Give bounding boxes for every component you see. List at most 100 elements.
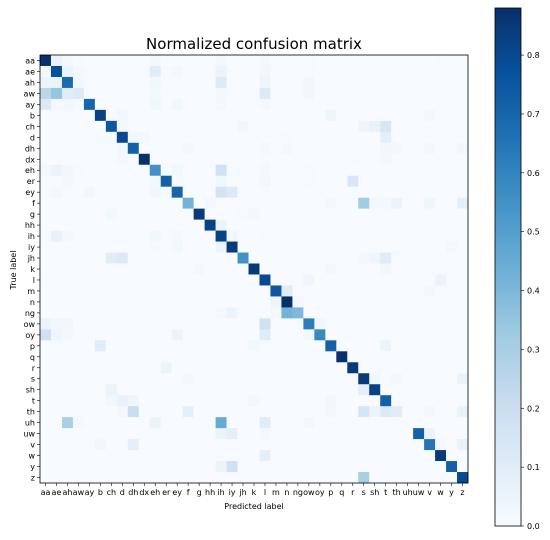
cell-er-ay: [83, 175, 96, 187]
cell-uw-p: [325, 428, 337, 440]
cell-aw-r: [347, 87, 359, 100]
cell-dx-dh: [127, 153, 140, 166]
x-tick-label: th: [393, 488, 401, 497]
cell-eh-t: [380, 164, 392, 177]
cell-ay-oy: [314, 98, 326, 111]
y-tick-label: sh: [26, 386, 35, 395]
cell-ih-dh: [127, 230, 140, 242]
cell-jh-ow: [303, 252, 315, 264]
cell-uw-er: [160, 428, 172, 440]
cell-hh-eh: [149, 219, 162, 231]
cell-s-aa: [40, 373, 52, 385]
cell-d-uw: [413, 131, 425, 144]
cell-iy-ay: [83, 241, 96, 253]
cell-z-uh: [402, 472, 414, 484]
cell-s-eh: [149, 373, 162, 385]
cell-m-th: [391, 285, 403, 297]
cell-r-dx: [138, 362, 151, 374]
cell-ch-b: [94, 120, 107, 133]
cell-ay-ng: [292, 98, 304, 111]
cell-ch-ah: [61, 120, 74, 133]
cell-v-ih: [215, 439, 227, 451]
cell-ah-sh: [369, 76, 381, 89]
cell-jh-uh: [402, 252, 414, 264]
cell-q-iy: [226, 351, 238, 363]
cell-hh-ih: [215, 219, 227, 231]
cell-dx-q: [336, 153, 348, 166]
y-tick-label: ay: [25, 100, 35, 109]
cell-l-dh: [127, 274, 140, 286]
cell-l-d: [116, 274, 129, 286]
cell-aa-ey: [171, 55, 183, 67]
cell-hh-d: [116, 219, 129, 231]
cell-ah-r: [347, 76, 359, 89]
cell-ih-ah: [61, 230, 74, 242]
cell-jh-t: [380, 252, 392, 264]
cell-b-uw: [413, 109, 425, 122]
cell-ah-s: [358, 76, 370, 89]
cell-w-g: [193, 450, 205, 462]
cell-aa-ah: [61, 55, 74, 67]
cell-d-oy: [314, 131, 326, 144]
cell-n-ng: [292, 296, 304, 308]
cell-th-ih: [215, 406, 227, 418]
cell-ah-oy: [314, 76, 326, 89]
cell-ey-dx: [138, 186, 151, 198]
cell-aw-hh: [204, 87, 216, 100]
cell-dx-aa: [40, 153, 52, 166]
cell-ey-q: [336, 186, 348, 198]
cell-ch-l: [259, 120, 271, 133]
cell-l-dx: [138, 274, 151, 286]
cell-t-v: [424, 395, 436, 407]
cell-jh-ey: [171, 252, 183, 264]
cell-th-m: [270, 406, 282, 418]
cell-oy-k: [248, 329, 260, 341]
cell-f-b: [94, 197, 107, 209]
cell-aw-s: [358, 87, 370, 100]
cell-k-er: [160, 263, 172, 275]
cell-uh-z: [457, 417, 469, 429]
cell-jh-p: [325, 252, 337, 264]
cell-m-q: [336, 285, 348, 297]
cell-q-z: [457, 351, 469, 363]
cell-l-w: [435, 274, 447, 286]
cell-oy-f: [182, 329, 194, 341]
cell-sh-ch: [105, 384, 118, 396]
cell-k-v: [424, 263, 436, 275]
cell-ah-ay: [83, 76, 96, 89]
cell-g-b: [94, 208, 107, 220]
cell-hh-q: [336, 219, 348, 231]
cell-th-v: [424, 406, 436, 418]
cell-aw-aa: [40, 87, 52, 100]
cell-z-sh: [369, 472, 381, 484]
cell-ch-uh: [402, 120, 414, 133]
cell-iy-b: [94, 241, 107, 253]
cell-b-k: [248, 109, 260, 122]
cell-w-ch: [105, 450, 118, 462]
cell-hh-f: [182, 219, 194, 231]
cell-eh-f: [182, 164, 194, 177]
cell-v-m: [270, 439, 282, 451]
y-tick-label: ih: [28, 232, 35, 241]
cell-d-v: [424, 131, 436, 144]
cell-t-ch: [105, 395, 118, 407]
cell-ae-aa: [40, 65, 52, 78]
cell-eh-oy: [314, 164, 326, 177]
cell-ah-v: [424, 76, 436, 89]
cell-ch-iy: [226, 120, 238, 133]
cell-uw-iy: [226, 428, 238, 440]
cell-uh-uh: [402, 417, 414, 429]
y-tick-label: ah: [25, 78, 35, 87]
cell-w-f: [182, 450, 194, 462]
cell-t-l: [259, 395, 271, 407]
cell-oy-ow: [303, 329, 315, 341]
cell-oy-uh: [402, 329, 414, 341]
cell-t-r: [347, 395, 359, 407]
cell-b-d: [116, 109, 129, 122]
cell-n-ey: [171, 296, 183, 308]
cell-f-q: [336, 197, 348, 209]
cell-ey-v: [424, 186, 436, 198]
cell-q-oy: [314, 351, 326, 363]
cell-dh-m: [270, 142, 282, 155]
cell-ah-f: [182, 76, 194, 89]
